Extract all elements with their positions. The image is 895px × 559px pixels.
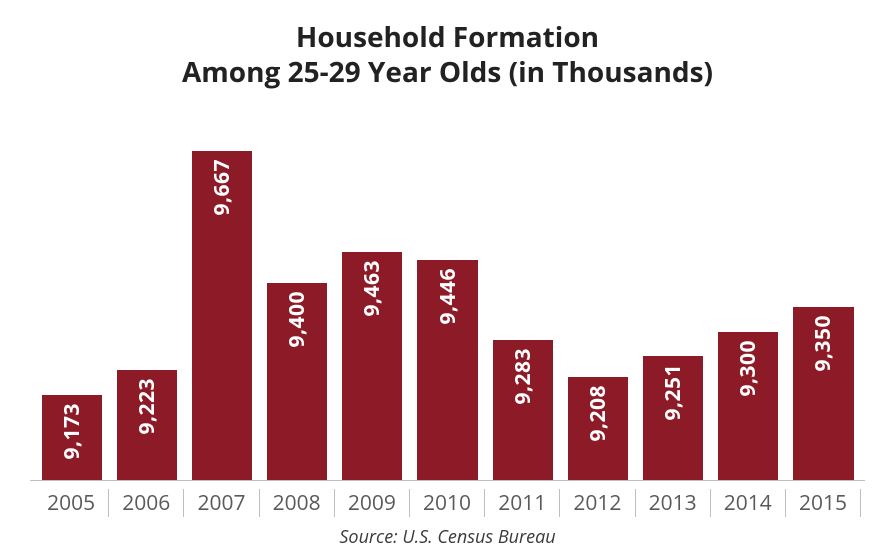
bar-value-label: 9,463 [358,260,386,317]
x-tick: 2015 [786,489,861,517]
bar-column: 9,283 [485,100,560,480]
x-tick: 2010 [410,489,485,517]
bar: 9,400 [267,283,327,480]
bar: 9,463 [342,252,402,480]
bar-column: 9,223 [109,100,184,480]
bar: 9,251 [643,356,703,480]
bar: 9,208 [568,377,628,480]
x-tick-label: 2014 [711,489,785,517]
x-tick: 2011 [485,489,560,517]
bar-column: 9,446 [410,100,485,480]
bar-column: 9,400 [260,100,335,480]
x-tick-label: 2008 [260,489,334,517]
bar-value-label: 9,173 [58,403,86,460]
bar-column: 9,463 [335,100,410,480]
bar: 9,300 [718,332,778,480]
bar: 9,223 [117,370,177,480]
x-tick: 2007 [184,489,259,517]
bar-value-label: 9,283 [509,348,537,405]
title-line-1: Household Formation [30,20,865,55]
title-line-2: Among 25-29 Year Olds (in Thousands) [30,55,865,90]
bar-value-label: 9,446 [434,268,462,325]
bar-column: 9,208 [560,100,635,480]
x-tick-label: 2015 [786,489,860,517]
x-tick: 2006 [109,489,184,517]
bar-value-label: 9,208 [584,385,612,442]
x-tick: 2014 [711,489,786,517]
x-axis: 2005200620072008200920102011201220132014… [30,481,865,521]
x-tick-label: 2010 [410,489,484,517]
bar-value-label: 9,300 [734,340,762,397]
bar-chart: Household Formation Among 25-29 Year Old… [0,0,895,559]
bar-value-label: 9,400 [283,291,311,348]
bar-value-label: 9,223 [133,378,161,435]
bar: 9,667 [192,151,252,480]
bar-column: 9,251 [636,100,711,480]
bar: 9,173 [42,395,102,480]
plot-area: 9,173 9,223 9,667 9,400 9,463 9,446 9,283 9,208… [30,100,865,481]
bar-column: 9,300 [711,100,786,480]
bar: 9,350 [793,307,853,480]
x-tick: 2013 [636,489,711,517]
bar-value-label: 9,350 [809,315,837,372]
bar: 9,283 [493,340,553,480]
bar-column: 9,667 [184,100,259,480]
bar-column: 9,350 [786,100,861,480]
bar-column: 9,173 [34,100,109,480]
x-tick-label: 2006 [109,489,183,517]
x-tick-label: 2012 [560,489,634,517]
x-tick-label: 2005 [34,489,108,517]
x-tick: 2005 [34,489,109,517]
x-tick: 2008 [260,489,335,517]
x-tick: 2012 [560,489,635,517]
x-tick-label: 2007 [184,489,258,517]
bar-value-label: 9,667 [208,159,236,216]
x-tick-label: 2009 [335,489,409,517]
chart-title: Household Formation Among 25-29 Year Old… [30,20,865,90]
x-tick-label: 2011 [485,489,559,517]
bar: 9,446 [417,260,477,480]
source-text: Source: U.S. Census Bureau [30,525,865,549]
x-tick-label: 2013 [636,489,710,517]
x-tick: 2009 [335,489,410,517]
bar-value-label: 9,251 [659,364,687,421]
